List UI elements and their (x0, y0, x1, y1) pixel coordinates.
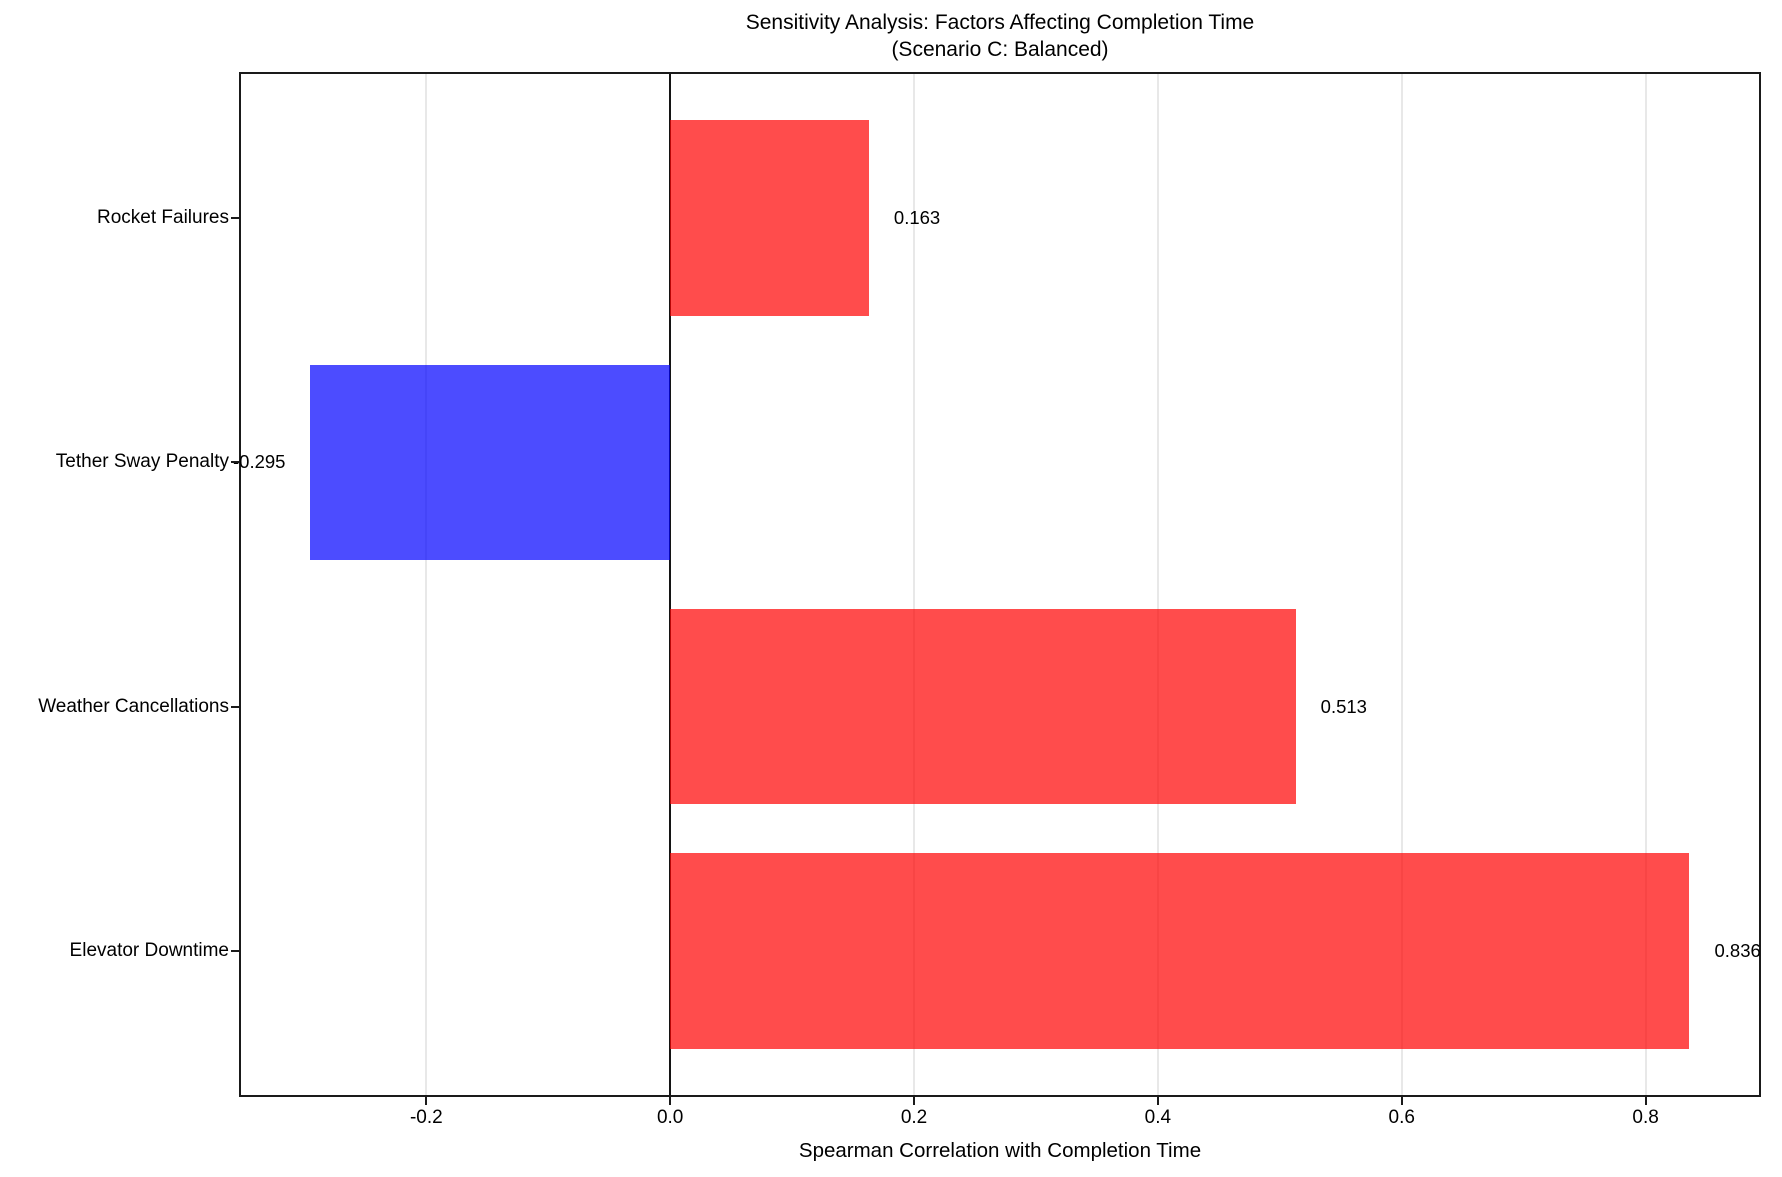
y-tick-mark (231, 949, 239, 952)
x-tick-mark (1156, 1097, 1159, 1105)
x-tick-mark (1644, 1097, 1647, 1105)
y-tick-label-tether-sway-penalty: Tether Sway Penalty (55, 451, 229, 473)
gridline (425, 74, 428, 1095)
x-tick-mark (913, 1097, 916, 1105)
x-tick-label: 0.8 (1632, 1107, 1659, 1128)
x-tick-label: 0.2 (900, 1107, 928, 1128)
gridline (1644, 74, 1647, 1095)
x-tick-label: 0.0 (656, 1107, 684, 1128)
bar-value-label: -0.295 (233, 451, 286, 473)
x-tick-mark (669, 1097, 672, 1105)
chart-title: Sensitivity Analysis: Factors Affecting … (745, 11, 1255, 34)
x-axis-label: Spearman Correlation with Completion Tim… (798, 1139, 1202, 1162)
y-tick-label-weather-cancellations: Weather Cancellations (38, 695, 229, 717)
gridline (913, 74, 916, 1095)
gridline (1400, 74, 1403, 1095)
y-tick-label-rocket-failures: Rocket Failures (97, 207, 229, 229)
plot-canvas: 0.163 -0.295 0.513 0.836 (233, 74, 1761, 1095)
bar-value-label: 0.513 (1320, 695, 1367, 717)
bar-value-label: 0.163 (893, 207, 941, 229)
chart-title-block: Sensitivity Analysis: Factors Affecting … (241, 9, 1759, 63)
bar-tether-sway-penalty (310, 364, 671, 561)
x-tick-mark (1400, 1097, 1403, 1105)
gridline (1156, 74, 1159, 1095)
bar-weather-cancellations (670, 608, 1296, 805)
y-tick-mark (231, 217, 239, 220)
bar-elevator-downtime (670, 853, 1690, 1049)
bar-value-label: 0.836 (1714, 939, 1761, 961)
zero-line (668, 74, 672, 1095)
x-tick-label: 0.6 (1388, 1107, 1415, 1128)
bar-rocket-failures (670, 120, 869, 316)
y-tick-label-elevator-downtime: Elevator Downtime (69, 939, 229, 961)
y-tick-mark (231, 461, 239, 464)
x-tick-mark (425, 1097, 428, 1105)
y-tick-mark (231, 705, 239, 708)
x-tick-label: 0.4 (1144, 1107, 1172, 1128)
chart-subtitle: (Scenario C: Balanced) (891, 38, 1109, 61)
x-tick-label: -0.2 (409, 1107, 443, 1128)
